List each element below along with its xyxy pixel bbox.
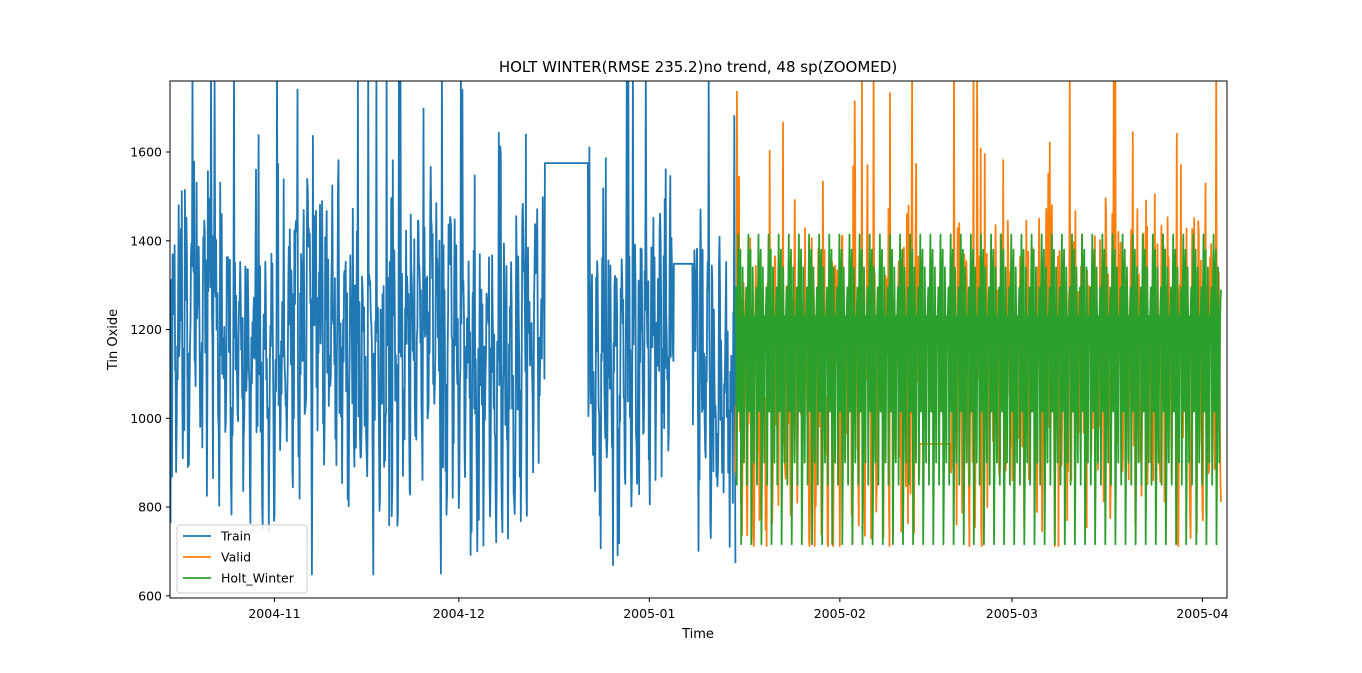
x-tick-label: 2005-03 <box>986 606 1038 621</box>
x-axis: 2004-11 2004-12 2005-01 2005-02 2005-03 2005-… <box>248 598 1229 621</box>
series-line-holt-winter <box>734 233 1222 546</box>
legend-label: Train <box>220 529 251 544</box>
y-tick-label: 1600 <box>130 145 162 160</box>
x-tick-label: 2004-12 <box>433 606 485 621</box>
y-tick-label: 1400 <box>130 233 162 248</box>
series-layer <box>170 81 1222 576</box>
x-tick-label: 2005-04 <box>1176 606 1228 621</box>
x-axis-label: Time <box>681 627 714 642</box>
x-tick-label: 2004-11 <box>248 606 300 621</box>
legend-label: Holt_Winter <box>221 571 295 586</box>
chart-title: HOLT WINTER(RMSE 235.2)no trend, 48 sp(Z… <box>499 58 897 76</box>
legend-label: Valid <box>221 550 251 565</box>
y-axis: 600 800 1000 1200 1400 1600 <box>130 145 170 603</box>
y-tick-label: 1200 <box>130 322 162 337</box>
legend: Train Valid Holt_Winter <box>176 524 308 594</box>
x-tick-label: 2005-02 <box>814 606 866 621</box>
y-axis-label: Tin Oxide <box>106 309 121 371</box>
y-tick-label: 1000 <box>130 411 162 426</box>
y-tick-label: 800 <box>138 500 162 515</box>
series-line-train <box>170 81 737 576</box>
legend-box <box>176 524 308 594</box>
x-tick-label: 2005-01 <box>623 606 675 621</box>
y-tick-label: 600 <box>138 588 162 603</box>
plot-frame <box>169 80 1228 599</box>
